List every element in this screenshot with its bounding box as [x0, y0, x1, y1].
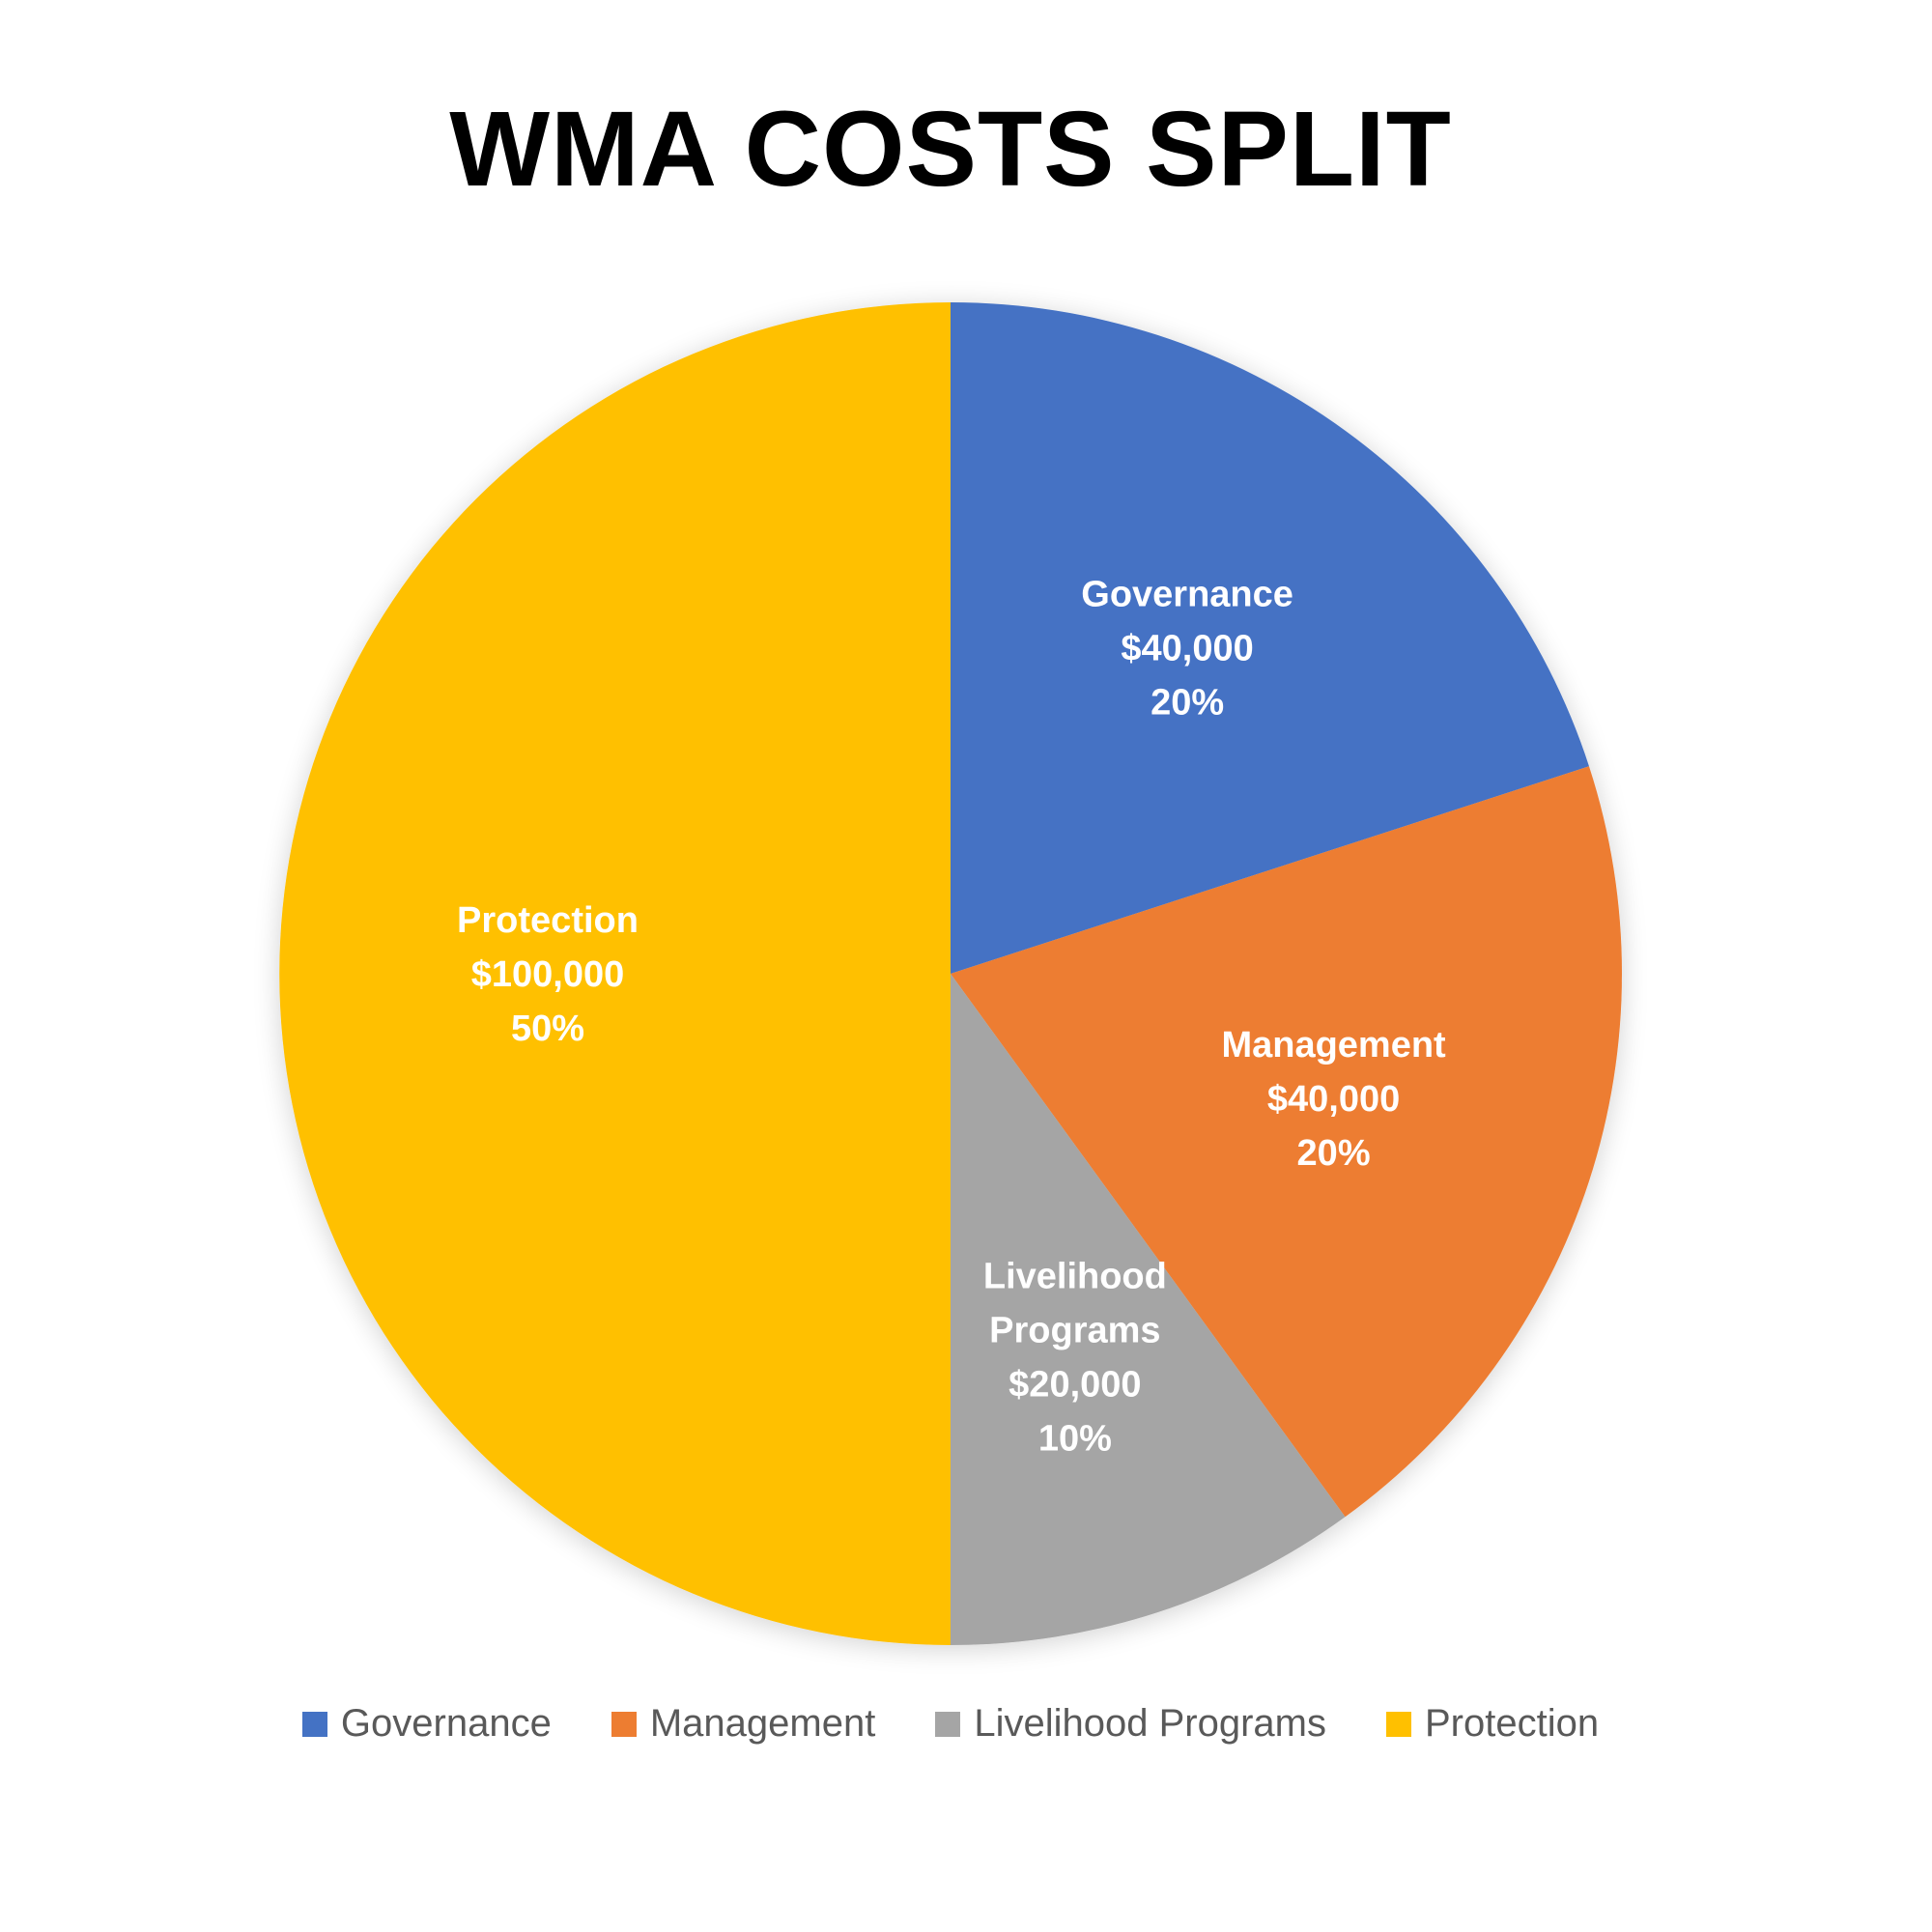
legend-swatch-governance [301, 1711, 327, 1737]
legend-label-protection: Protection [1424, 1702, 1600, 1745]
legend-swatch-livelihood-programs [935, 1711, 961, 1737]
pie-slice-management [951, 766, 1623, 1518]
pie-slice-protection [279, 302, 952, 1645]
legend-swatch-management [611, 1711, 637, 1737]
legend-item-protection: Protection [1385, 1702, 1600, 1746]
chart-title: WMA COSTS SPLIT [449, 90, 1452, 209]
pie-slice-governance [951, 302, 1589, 974]
pie-slices [279, 302, 1623, 1645]
slice-label-management: Management $40,000 20% [1221, 1025, 1446, 1174]
legend-label-management: Management [649, 1702, 876, 1745]
legend-label-governance: Governance [340, 1702, 552, 1745]
legend-item-livelihood-programs: Livelihood Programs [935, 1702, 1326, 1746]
legend-label-livelihood-programs: Livelihood Programs [974, 1702, 1326, 1745]
legend-swatch-protection [1385, 1711, 1411, 1737]
legend-item-governance: Governance [301, 1702, 552, 1746]
slice-label-governance: Governance $40,000 20% [1081, 575, 1293, 724]
pie-slice-livelihood-programs [951, 974, 1346, 1645]
slice-labels: Governance $40,000 20% Management $40,000 20%… [457, 575, 1446, 1460]
legend-item-management: Management [611, 1702, 875, 1746]
legend: Governance Management Livelihood Programs P… [0, 1702, 1901, 1746]
slice-label-livelihood-programs: Livelihood Programs $20,000 10% [983, 1257, 1167, 1460]
slice-label-protection: Protection $100,000 50% [457, 900, 639, 1049]
